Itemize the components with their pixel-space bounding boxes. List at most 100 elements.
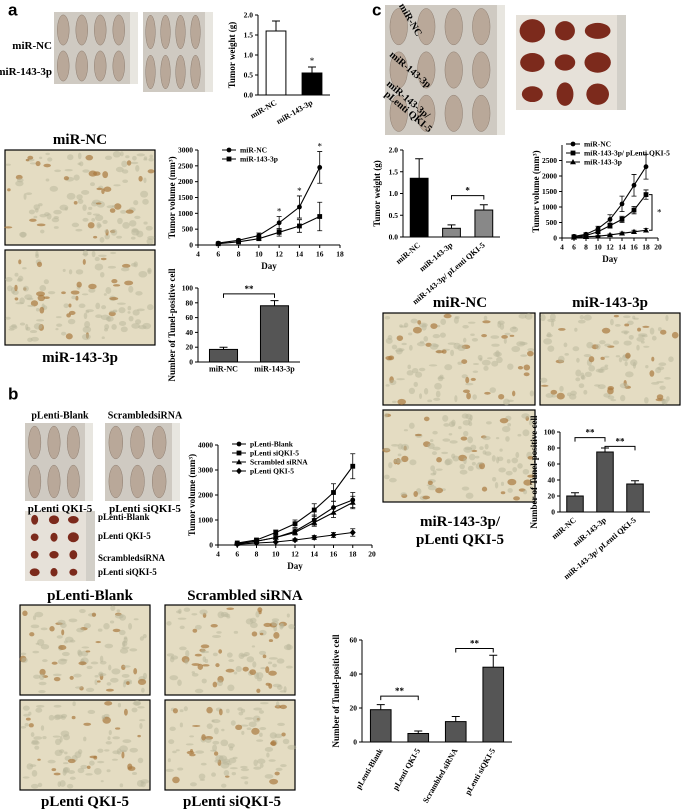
cell [82, 204, 87, 211]
cell [494, 481, 499, 489]
cell [551, 394, 557, 398]
cell [275, 767, 283, 772]
cell [586, 341, 594, 349]
cell [197, 663, 204, 670]
y-tick-label: 1.0 [244, 51, 254, 60]
significance: * [465, 186, 470, 196]
cell [527, 474, 536, 478]
cell [98, 673, 107, 677]
cell [233, 671, 238, 675]
cell [238, 711, 244, 716]
y-tick-label: 100 [544, 428, 556, 437]
cell [31, 739, 39, 745]
y-tick-label: 1000 [178, 209, 193, 218]
cell [630, 359, 638, 366]
cell [212, 681, 218, 688]
cell [442, 438, 451, 442]
cell [657, 366, 665, 371]
mouse [66, 464, 80, 499]
x-tick-label: 4 [216, 550, 220, 559]
cell [48, 714, 55, 721]
cell [507, 488, 513, 493]
cell [27, 155, 34, 160]
cell [221, 783, 227, 788]
cell [30, 300, 39, 307]
cell [498, 393, 505, 400]
y-tick-label: 0.5 [389, 211, 399, 220]
y-tick-label: 0.0 [244, 91, 254, 100]
data-point [607, 231, 613, 238]
cell [96, 187, 103, 191]
cell [90, 182, 95, 187]
cell [524, 313, 533, 320]
mouse [130, 425, 145, 460]
x-tick-label: pLenti siQKI-5 [463, 747, 497, 797]
mouse [389, 8, 408, 46]
cell [109, 296, 119, 301]
cell [132, 155, 137, 161]
cell [513, 496, 520, 501]
cell [37, 294, 46, 302]
cell [389, 379, 397, 386]
cell [185, 743, 194, 746]
cell [30, 732, 35, 738]
cell [94, 263, 104, 271]
y-tick-label: 40 [548, 476, 556, 485]
cell [406, 370, 414, 376]
x-tick-label: 16 [330, 550, 338, 559]
cell [620, 394, 626, 402]
cell [27, 337, 33, 343]
chart: 0 20 40 60 80 100 Number of Tunel-positive cel… [529, 415, 650, 581]
cell [285, 665, 293, 669]
cell [503, 338, 507, 344]
cell [427, 442, 435, 450]
cell [102, 171, 109, 179]
cell [435, 390, 441, 398]
cell [454, 395, 458, 403]
cell [228, 659, 235, 663]
cell [29, 162, 37, 165]
cell [111, 278, 118, 284]
cell [147, 267, 152, 275]
cell [434, 382, 442, 390]
cell [29, 330, 38, 334]
data-point [331, 490, 336, 495]
data-point [226, 147, 232, 153]
bar [474, 209, 494, 238]
cell [205, 738, 212, 743]
cell [583, 314, 592, 321]
cell [29, 764, 37, 767]
cell [96, 680, 101, 683]
bar [566, 495, 584, 513]
cell [136, 230, 144, 238]
cell [469, 414, 473, 421]
cell [122, 739, 132, 744]
panel-label: b [8, 385, 18, 404]
cell [559, 385, 564, 392]
photo-label: pLenti siQKI-5 [109, 503, 181, 515]
data-point [619, 217, 625, 222]
cell [108, 730, 112, 736]
data-point [595, 229, 601, 235]
cell [435, 468, 443, 471]
cell [527, 350, 534, 357]
cell [139, 722, 143, 729]
x-tick-label: Scrambled siRNA [421, 747, 460, 805]
cell [612, 340, 620, 345]
cell [63, 176, 70, 181]
y-tick-label: 2000 [178, 177, 193, 186]
cell [588, 356, 595, 363]
cell [251, 727, 260, 735]
cell [461, 359, 468, 364]
cell [69, 776, 76, 780]
cell [241, 730, 245, 735]
cell [39, 285, 47, 292]
cell [636, 336, 645, 342]
x-tick-label: pLenti QKI-5 [391, 747, 422, 792]
cell [475, 455, 480, 459]
cell [257, 758, 266, 764]
cell [4, 226, 13, 229]
cell [223, 613, 231, 617]
x-tick-label: 8 [255, 550, 259, 559]
cell [249, 617, 257, 623]
